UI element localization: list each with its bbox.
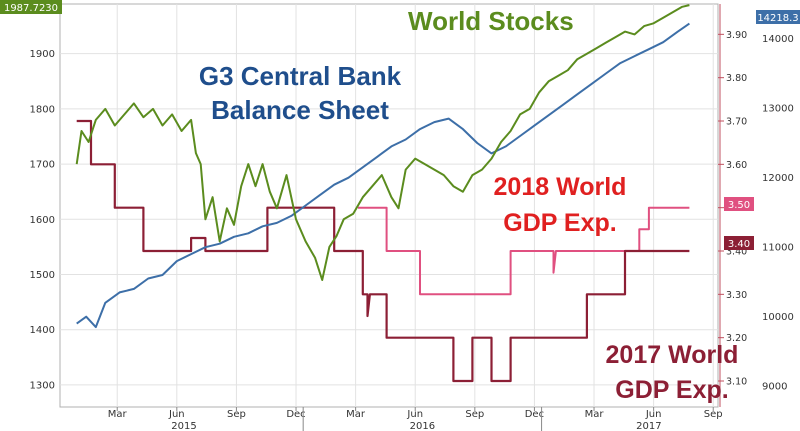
left-tick-label: 1300 — [30, 380, 55, 391]
series-line-gdp2018 — [358, 206, 690, 296]
left-tick-label: 1700 — [30, 160, 55, 171]
mid-tick-label: 3.10 — [726, 377, 747, 388]
x-tick-label: Jun — [168, 409, 185, 420]
grid — [60, 4, 718, 407]
mid-tick-label: 3.80 — [726, 73, 747, 84]
series-line-balance_sheet — [76, 22, 690, 329]
x-tick-label: Sep — [704, 409, 723, 420]
right-axis: 9000 10000 11000 12000 13000 14000 — [762, 34, 794, 392]
left-axis: 1300 1400 1500 1600 1700 1800 1900 — [30, 49, 55, 391]
gdp2017-last-value-tag: 3.40 — [724, 236, 754, 250]
right-tick-label: 13000 — [762, 104, 794, 115]
annotation-gdp2017-line1: 2017 World — [606, 341, 739, 369]
x-tick-label: Dec — [525, 409, 544, 420]
x-year-label: 2017 — [636, 421, 661, 431]
left-tick-label: 1900 — [30, 49, 55, 60]
x-tick-label: Sep — [465, 409, 484, 420]
x-tick-label: Jun — [406, 409, 423, 420]
annotation-g3-line1: G3 Central Bank — [199, 61, 402, 91]
annotation-world-stocks: World Stocks — [408, 6, 574, 36]
mid-tick-label: 3.20 — [726, 333, 747, 344]
x-tick-label: Sep — [227, 409, 246, 420]
x-tick-label: Mar — [346, 409, 366, 420]
gdp2018-last-value-tag: 3.50 — [724, 197, 754, 211]
right-tick-label: 10000 — [762, 312, 794, 323]
mid-tick-label: 3.70 — [726, 117, 747, 128]
gdp2018-last-value: 3.50 — [728, 200, 750, 211]
x-year-label: 2015 — [171, 421, 196, 431]
annotation-gdp2017-line2: GDP Exp. — [615, 376, 728, 404]
right-last-value-tag: 14218.3 — [756, 10, 800, 24]
gdp2017-last-value: 3.40 — [728, 239, 750, 250]
left-tick-label: 1400 — [30, 325, 55, 336]
left-last-value-tag: 1987.7230 — [0, 0, 62, 14]
annotation-g3-line2: Balance Sheet — [211, 95, 389, 125]
x-tick-label: Jun — [645, 409, 662, 420]
x-year-label: 2016 — [410, 421, 435, 431]
left-tick-label: 1600 — [30, 215, 55, 226]
x-tick-label: Mar — [585, 409, 605, 420]
right-tick-label: 14000 — [762, 34, 794, 45]
mid-tick-label: 3.90 — [726, 30, 747, 41]
right-last-value: 14218.3 — [757, 13, 798, 24]
mid-tick-label: 3.40 — [726, 247, 747, 258]
x-tick-label: Dec — [286, 409, 305, 420]
right-tick-label: 11000 — [762, 243, 794, 254]
mid-tick-label: 3.60 — [726, 160, 747, 171]
annotation-gdp2018-line2: GDP Exp. — [503, 209, 616, 237]
x-axis: Mar Jun Sep Dec Mar Jun Sep Dec Mar Jun Sep 2015 201… — [108, 407, 723, 431]
mid-tick-label: 3.30 — [726, 290, 747, 301]
left-tick-label: 1800 — [30, 104, 55, 115]
series-line-world_stocks — [75, 4, 690, 281]
series-line-gdp2017 — [76, 119, 690, 383]
right-tick-label: 12000 — [762, 173, 794, 184]
left-last-value: 1987.7230 — [4, 3, 58, 14]
annotation-gdp2018-line1: 2018 World — [494, 173, 627, 201]
series-layer — [75, 4, 690, 383]
right-tick-label: 9000 — [762, 382, 787, 393]
x-tick-label: Mar — [108, 409, 128, 420]
left-tick-label: 1500 — [30, 270, 55, 281]
